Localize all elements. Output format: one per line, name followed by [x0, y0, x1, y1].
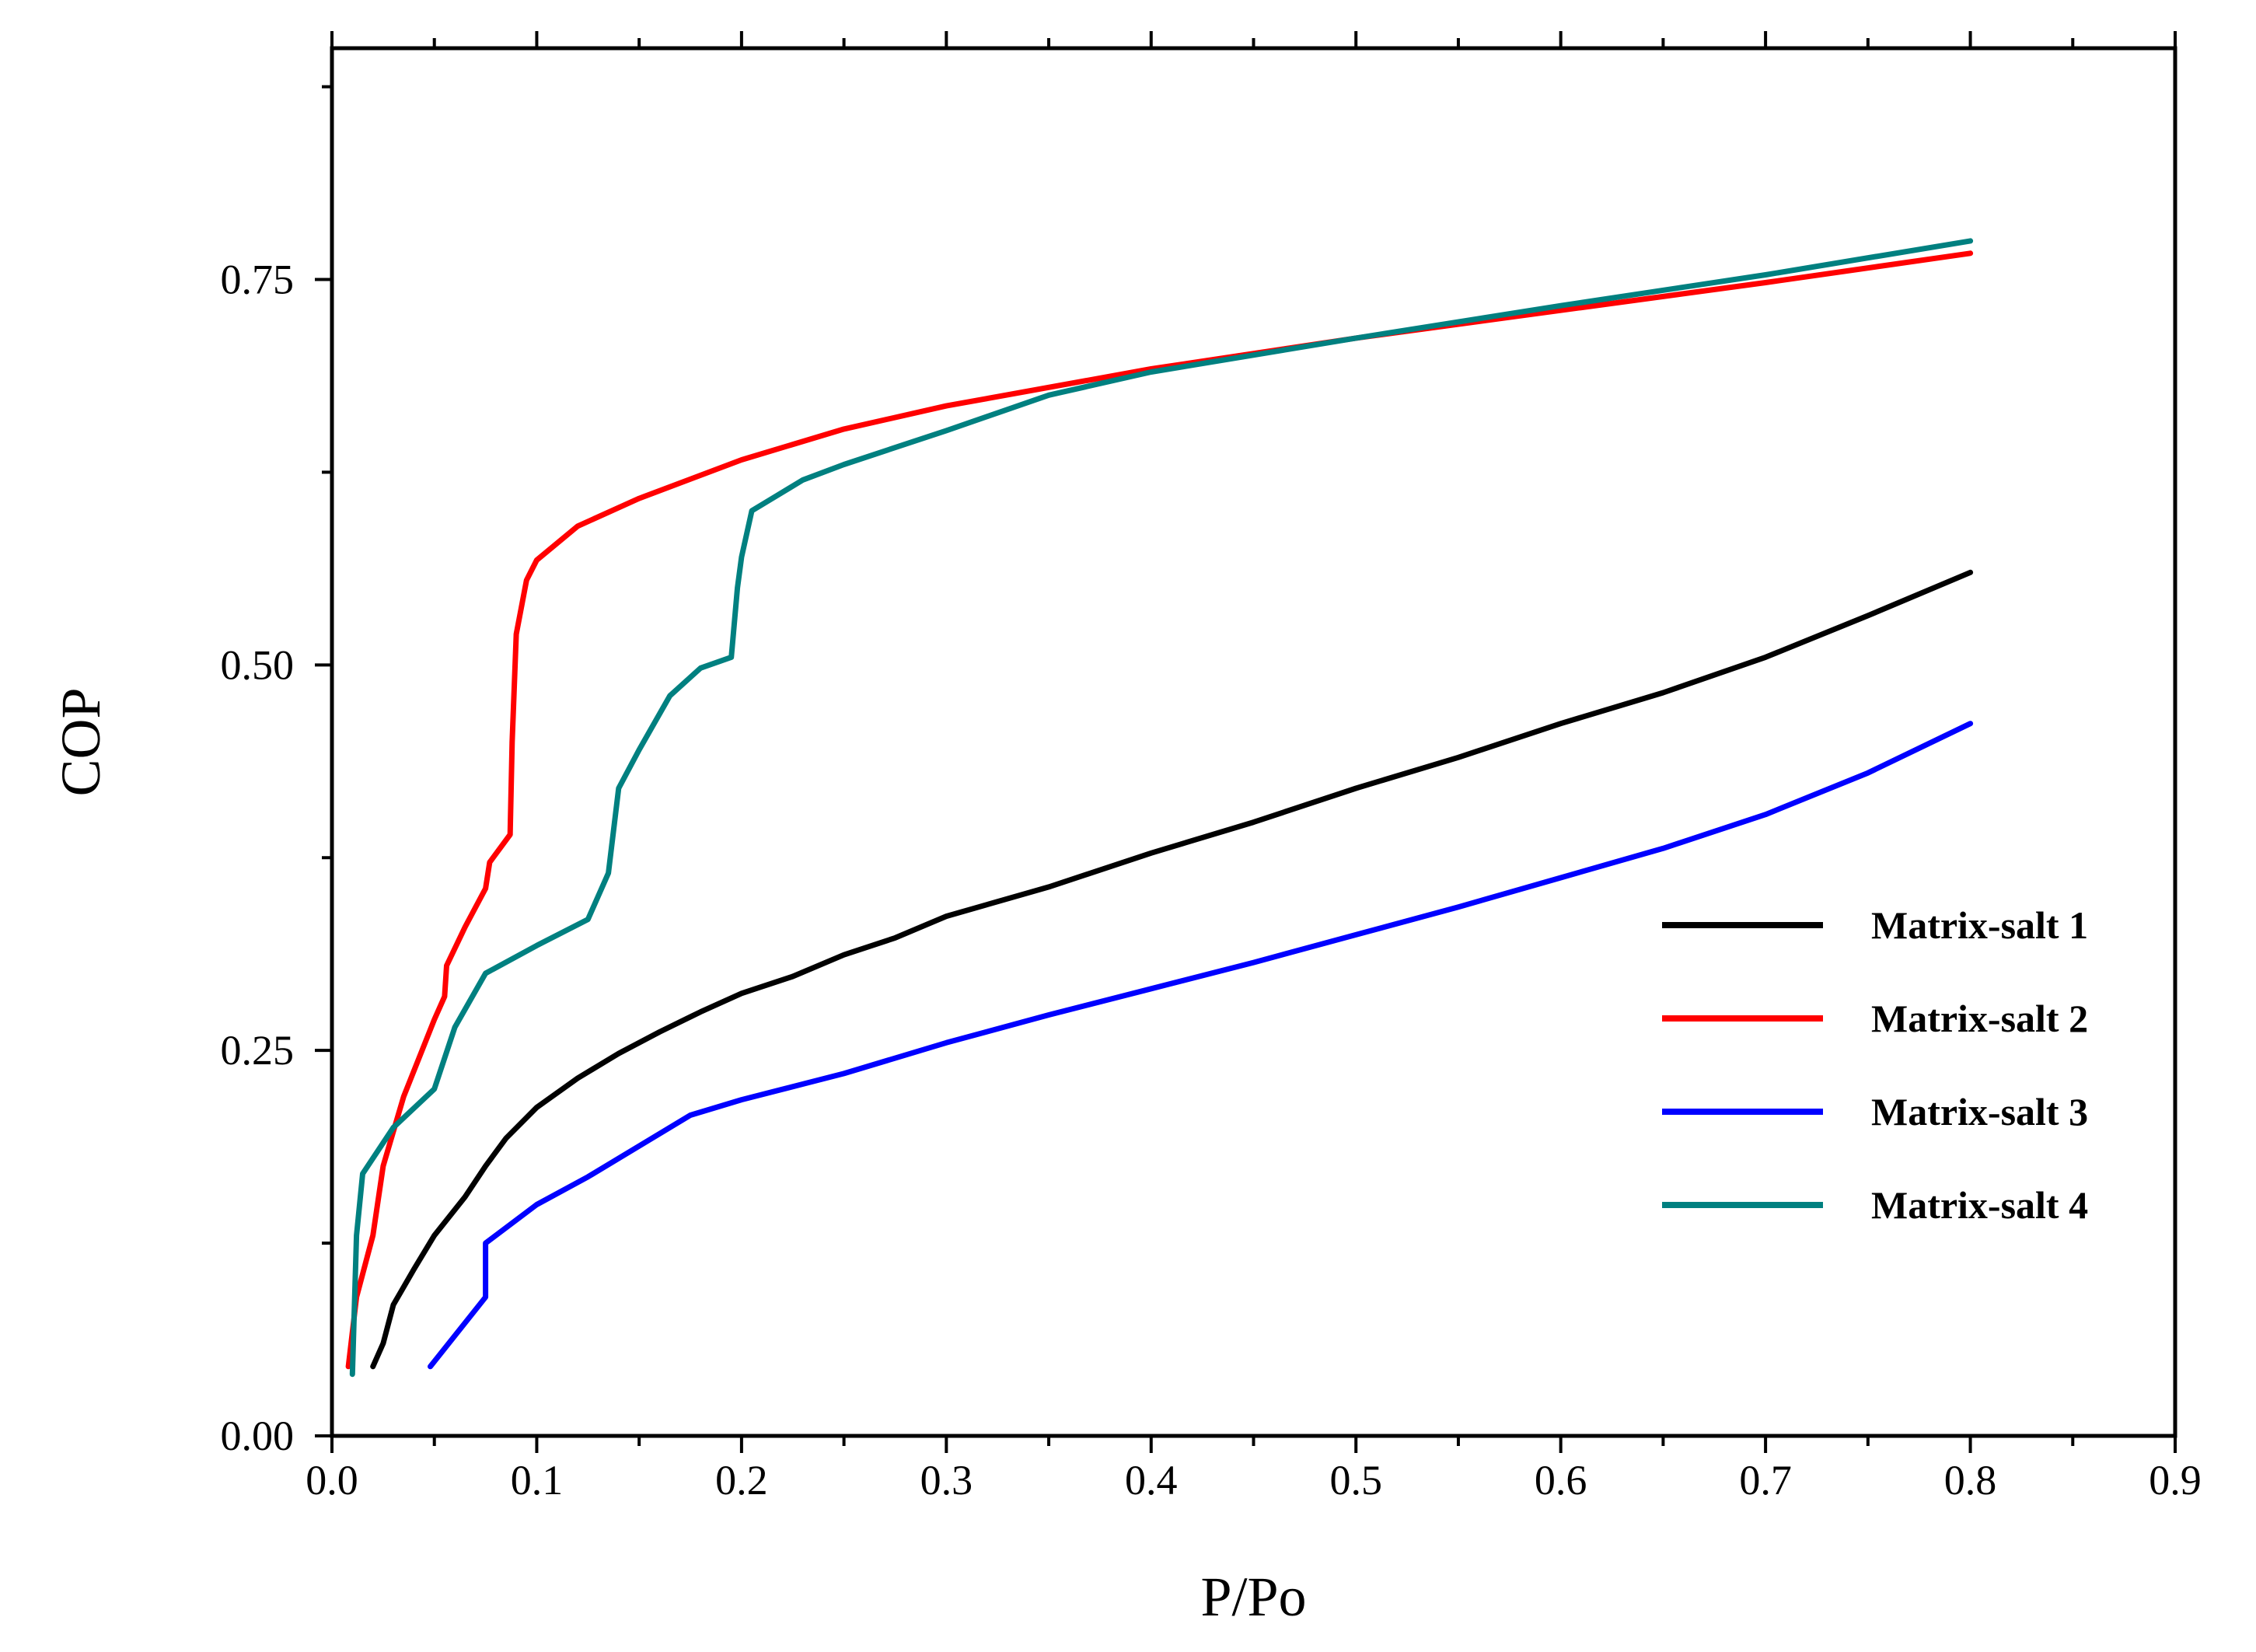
- x-tick-label: 0.6: [1535, 1457, 1587, 1504]
- y-tick-label: 0.75: [221, 257, 295, 303]
- series-line-matrix-salt-4: [349, 238, 1974, 1378]
- x-tick-label: 0.9: [2149, 1457, 2202, 1504]
- legend-label-matrix-salt-3: Matrix-salt 3: [1871, 1090, 2088, 1133]
- legend-label-matrix-salt-1: Matrix-salt 1: [1871, 903, 2088, 947]
- legend-label-matrix-salt-2: Matrix-salt 2: [1871, 997, 2088, 1040]
- ticks-layer: [315, 31, 2177, 1453]
- y-tick-label: 0.00: [221, 1413, 295, 1459]
- x-tick-label: 0.2: [715, 1457, 768, 1504]
- y-tick-label: 0.25: [221, 1027, 295, 1074]
- series-line-matrix-salt-3: [428, 721, 1974, 1370]
- y-tick-labels: 0.00 0.25 0.50 0.75: [221, 257, 295, 1460]
- y-axis-label: COP: [50, 687, 112, 796]
- x-tick-label: 0.3: [920, 1457, 973, 1504]
- x-tick-label: 0.5: [1329, 1457, 1382, 1504]
- x-tick-label: 0.0: [306, 1457, 358, 1504]
- x-tick-label: 0.1: [511, 1457, 564, 1504]
- x-tick-labels: 0.0 0.1 0.2 0.3 0.4 0.5 0.6 0.7 0.8 0.9: [306, 1457, 2202, 1504]
- x-axis-label: P/Po: [1200, 1566, 1306, 1628]
- x-tick-label: 0.7: [1739, 1457, 1792, 1504]
- x-tick-label: 0.4: [1125, 1457, 1178, 1504]
- x-tick-label: 0.8: [1944, 1457, 1997, 1504]
- series-line-matrix-salt-2: [345, 250, 1974, 1370]
- legend-label-matrix-salt-4: Matrix-salt 4: [1871, 1183, 2088, 1227]
- series-line-matrix-salt-1: [370, 569, 1974, 1370]
- y-tick-label: 0.50: [221, 641, 295, 688]
- legend: Matrix-salt 1 Matrix-salt 2 Matrix-salt 3 M…: [1662, 903, 2088, 1227]
- plot-frame: [330, 46, 2177, 1438]
- series-layer: [345, 238, 1974, 1378]
